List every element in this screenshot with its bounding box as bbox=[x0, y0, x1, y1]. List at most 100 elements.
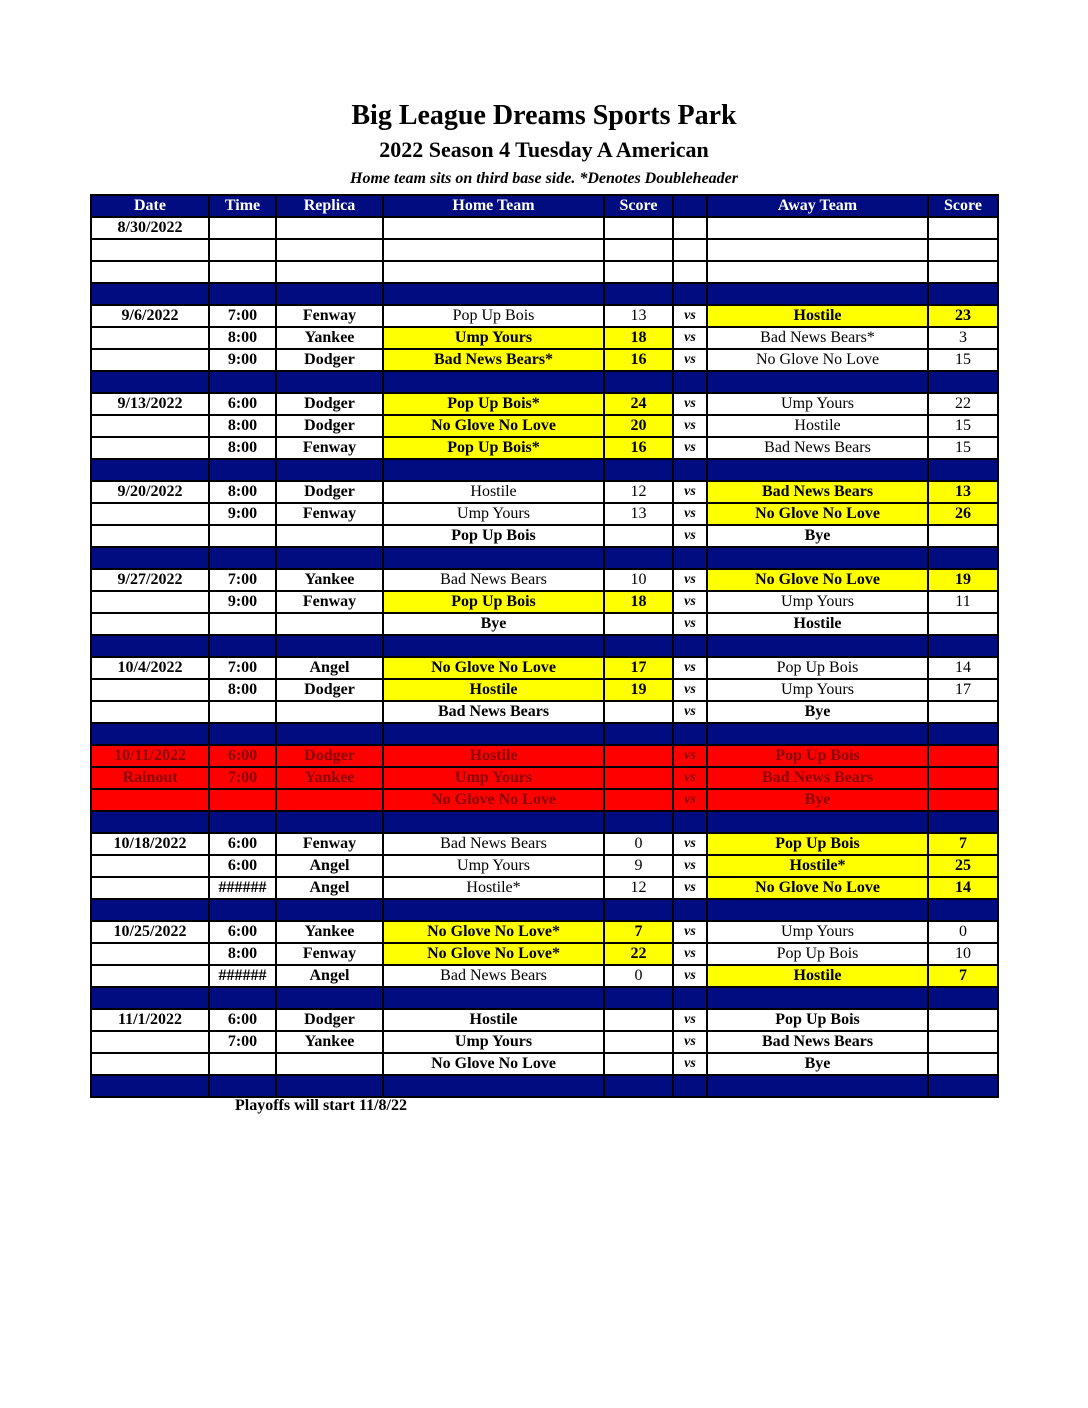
away-team-cell: Pop Up Bois bbox=[706, 1008, 929, 1032]
game-row: 9:00 Dodger Bad News Bears* 16 vs No Glove No… bbox=[90, 348, 999, 372]
home-team-cell: No Glove No Love bbox=[382, 1052, 605, 1076]
separator-cell bbox=[927, 810, 999, 834]
separator-cell bbox=[90, 370, 210, 394]
time-cell: 7:00 bbox=[208, 766, 277, 790]
date-cell bbox=[90, 1030, 210, 1054]
column-header-away-score: Score bbox=[927, 194, 999, 218]
separator-cell bbox=[382, 898, 605, 922]
replica-cell: Dodger bbox=[275, 392, 384, 416]
vs-cell: vs bbox=[672, 612, 708, 636]
separator-cell bbox=[603, 1074, 674, 1098]
home-team-cell: Bad News Bears bbox=[382, 568, 605, 592]
away-score-cell: 25 bbox=[927, 854, 999, 878]
vs-cell: vs bbox=[672, 502, 708, 526]
separator-cell bbox=[927, 282, 999, 306]
game-row: 9/6/2022 7:00 Fenway Pop Up Bois 13 vs Hostile… bbox=[90, 304, 999, 328]
game-row: 8:00 Dodger No Glove No Love 20 vs Hostile 15 bbox=[90, 414, 999, 438]
date-cell bbox=[90, 854, 210, 878]
away-team-cell: Bad News Bears bbox=[706, 766, 929, 790]
vs-cell bbox=[672, 260, 708, 284]
vs-cell: vs bbox=[672, 326, 708, 350]
away-team-cell: Pop Up Bois bbox=[706, 744, 929, 768]
away-score-cell bbox=[927, 238, 999, 262]
away-score-cell: 3 bbox=[927, 326, 999, 350]
away-score-cell bbox=[927, 260, 999, 284]
vs-cell: vs bbox=[672, 942, 708, 966]
away-score-cell: 15 bbox=[927, 414, 999, 438]
separator-cell bbox=[927, 370, 999, 394]
home-team-cell: Hostile bbox=[382, 1008, 605, 1032]
vs-cell: vs bbox=[672, 1052, 708, 1076]
separator-cell bbox=[208, 810, 277, 834]
replica-cell: Fenway bbox=[275, 590, 384, 614]
away-team-cell: Bad News Bears bbox=[706, 436, 929, 460]
away-score-cell: 19 bbox=[927, 568, 999, 592]
home-team-cell: No Glove No Love bbox=[382, 414, 605, 438]
away-score-cell: 22 bbox=[927, 392, 999, 416]
replica-cell: Dodger bbox=[275, 1008, 384, 1032]
away-team-cell: Bye bbox=[706, 788, 929, 812]
week-separator bbox=[90, 546, 999, 570]
separator-cell bbox=[208, 986, 277, 1010]
vs-cell: vs bbox=[672, 414, 708, 438]
replica-cell bbox=[275, 1052, 384, 1076]
separator-cell bbox=[706, 722, 929, 746]
home-score-cell: 9 bbox=[603, 854, 674, 878]
home-team-cell: Ump Yours bbox=[382, 502, 605, 526]
separator-cell bbox=[382, 282, 605, 306]
separator-cell bbox=[382, 546, 605, 570]
away-team-cell: Pop Up Bois bbox=[706, 656, 929, 680]
replica-cell bbox=[275, 238, 384, 262]
week-separator bbox=[90, 282, 999, 306]
replica-cell: Yankee bbox=[275, 326, 384, 350]
date-cell: 11/1/2022 bbox=[90, 1008, 210, 1032]
separator-cell bbox=[603, 986, 674, 1010]
game-row: 10/4/2022 7:00 Angel No Glove No Love 17 vs Po… bbox=[90, 656, 999, 680]
date-cell bbox=[90, 524, 210, 548]
time-cell: 9:00 bbox=[208, 590, 277, 614]
home-team-cell: Pop Up Bois bbox=[382, 590, 605, 614]
separator-cell bbox=[275, 634, 384, 658]
separator-cell bbox=[706, 634, 929, 658]
separator-cell bbox=[672, 370, 708, 394]
column-header-replica: Replica bbox=[275, 194, 384, 218]
home-score-cell bbox=[603, 1030, 674, 1054]
replica-cell: Dodger bbox=[275, 480, 384, 504]
separator-cell bbox=[603, 810, 674, 834]
week-separator bbox=[90, 898, 999, 922]
vs-cell: vs bbox=[672, 920, 708, 944]
home-score-cell: 13 bbox=[603, 502, 674, 526]
separator-cell bbox=[382, 458, 605, 482]
time-cell: 6:00 bbox=[208, 920, 277, 944]
away-team-cell: Hostile bbox=[706, 612, 929, 636]
away-score-cell bbox=[927, 612, 999, 636]
replica-cell bbox=[275, 700, 384, 724]
page-title: Big League Dreams Sports Park bbox=[351, 100, 737, 131]
home-score-cell bbox=[603, 612, 674, 636]
away-team-cell: Bad News Bears bbox=[706, 480, 929, 504]
vs-cell: vs bbox=[672, 832, 708, 856]
away-team-cell: No Glove No Love bbox=[706, 502, 929, 526]
away-team-cell: Ump Yours bbox=[706, 590, 929, 614]
separator-cell bbox=[603, 458, 674, 482]
separator-cell bbox=[90, 458, 210, 482]
away-score-cell: 15 bbox=[927, 348, 999, 372]
time-cell bbox=[208, 260, 277, 284]
home-team-cell: Bye bbox=[382, 612, 605, 636]
game-row: 8/30/2022 bbox=[90, 216, 999, 240]
separator-cell bbox=[208, 634, 277, 658]
replica-cell: Angel bbox=[275, 876, 384, 900]
away-team-cell: Hostile bbox=[706, 964, 929, 988]
away-score-cell: 10 bbox=[927, 942, 999, 966]
home-team-cell: Bad News Bears bbox=[382, 832, 605, 856]
separator-cell bbox=[706, 1074, 929, 1098]
away-team-cell: Pop Up Bois bbox=[706, 832, 929, 856]
game-row: Bye vs Hostile bbox=[90, 612, 999, 636]
time-cell: 8:00 bbox=[208, 942, 277, 966]
date-cell: 8/30/2022 bbox=[90, 216, 210, 240]
home-score-cell bbox=[603, 260, 674, 284]
home-team-cell: Hostile bbox=[382, 480, 605, 504]
vs-cell: vs bbox=[672, 678, 708, 702]
away-team-cell: No Glove No Love bbox=[706, 876, 929, 900]
